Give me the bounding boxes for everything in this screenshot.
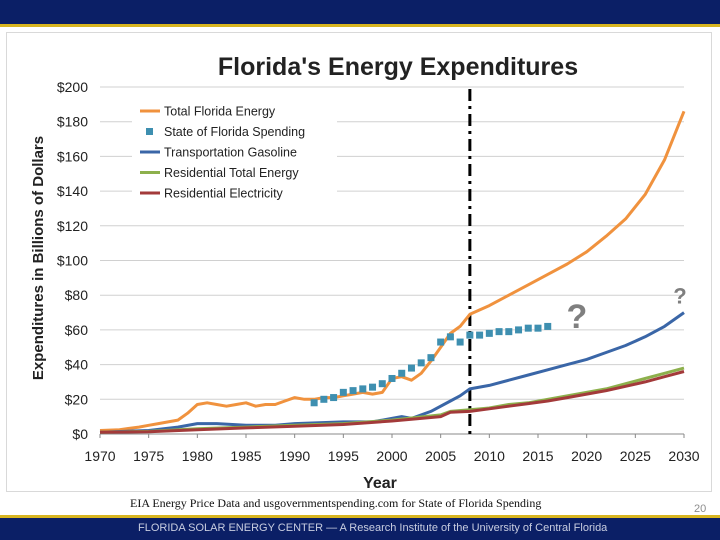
footer-text: FLORIDA SOLAR ENERGY CENTER — A Research… (138, 522, 608, 534)
y-tick-label: $60 (65, 322, 89, 338)
x-tick-label: 2010 (474, 448, 505, 464)
data-point-marker (524, 324, 532, 332)
data-point-marker (310, 399, 318, 407)
y-axis-label: Expenditures in Billions of Dollars (30, 136, 47, 380)
header-band (0, 0, 720, 24)
legend: Total Florida Energy State of Florida Spe… (132, 100, 337, 202)
data-point-marker (446, 333, 454, 341)
x-tick-label: 1970 (84, 448, 115, 464)
x-axis-label: Year (363, 475, 397, 492)
axis-layer: $0 $20 $40 $60 $80 $100 $120 $140 $160 $180 $200 19… (57, 79, 700, 464)
data-point-marker (320, 395, 328, 403)
header-rule (0, 24, 720, 27)
legend-label: Transportation Gasoline (164, 146, 297, 160)
footer-band (0, 518, 720, 540)
x-tick-label: 2000 (376, 448, 407, 464)
data-point-marker (359, 385, 367, 393)
data-point-marker (388, 374, 396, 382)
data-point-marker (505, 328, 513, 336)
x-tick-label: 2015 (522, 448, 553, 464)
source-note: EIA Energy Price Data and usgovernmentsp… (130, 496, 542, 510)
data-point-marker (407, 364, 415, 372)
x-tick-label: 2025 (620, 448, 651, 464)
legend-label: Total Florida Energy (164, 105, 276, 119)
data-point-marker (330, 394, 338, 402)
y-tick-label: $120 (57, 218, 88, 234)
question-mark-annotation: ? (567, 298, 588, 336)
data-point-marker (437, 338, 445, 346)
y-tick-label: $180 (57, 114, 88, 130)
y-tick-label: $160 (57, 148, 88, 164)
footer-rule (0, 515, 720, 518)
y-tick-label: $20 (65, 391, 89, 407)
page-number: 20 (694, 503, 707, 515)
data-point-marker (398, 369, 406, 377)
y-tick-label: $140 (57, 183, 88, 199)
legend-label: Residential Total Energy (164, 166, 299, 180)
y-tick-label: $200 (57, 79, 88, 95)
grid-layer (100, 86, 684, 435)
data-point-marker (466, 331, 474, 339)
x-tick-label: 1975 (133, 448, 164, 464)
series-layer: ?? (99, 89, 687, 434)
data-point-marker (339, 388, 347, 396)
x-tick-label: 1995 (328, 448, 359, 464)
data-point-marker (378, 380, 386, 388)
data-point-marker (534, 324, 542, 332)
y-tick-label: $40 (65, 357, 89, 373)
x-tick-label: 1985 (230, 448, 261, 464)
series-line (99, 370, 685, 434)
y-tick-label: $0 (72, 426, 88, 442)
x-tick-label: 2020 (571, 448, 602, 464)
chart-frame (6, 32, 712, 492)
series-line (99, 110, 686, 432)
data-point-marker (369, 383, 377, 391)
y-tick-label: $80 (65, 287, 89, 303)
data-point-marker (485, 329, 493, 337)
data-point-marker (515, 326, 523, 334)
legend-label: State of Florida Spending (164, 125, 305, 139)
x-tick-label: 2005 (425, 448, 456, 464)
data-point-marker (476, 331, 484, 339)
data-point-marker (427, 354, 435, 362)
chart-title: Florida's Energy Expenditures (218, 53, 578, 81)
data-point-marker (544, 322, 552, 330)
series-line (99, 311, 685, 434)
data-point-marker (349, 387, 357, 395)
x-tick-label: 1990 (279, 448, 310, 464)
question-mark-annotation: ? (673, 284, 686, 309)
legend-label: Residential Electricity (164, 187, 284, 201)
data-point-marker (495, 328, 503, 336)
data-point-marker (456, 338, 464, 346)
legend-swatch (146, 128, 153, 135)
x-tick-label: 2030 (668, 448, 699, 464)
y-tick-label: $100 (57, 253, 88, 269)
x-tick-label: 1980 (182, 448, 213, 464)
legend-box (132, 100, 337, 202)
data-point-marker (417, 359, 425, 367)
